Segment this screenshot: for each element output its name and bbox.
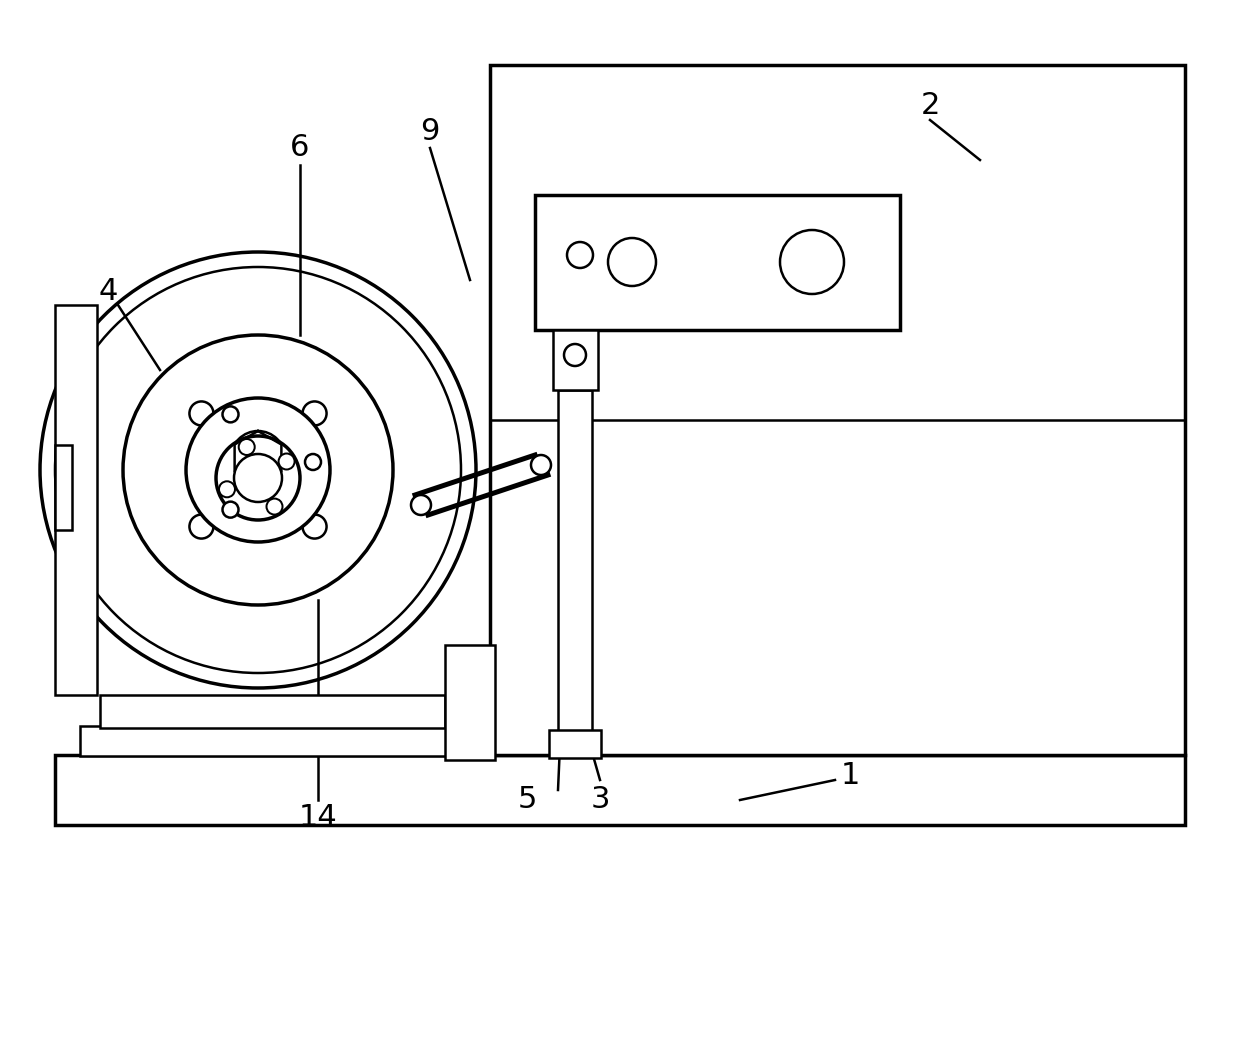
- Bar: [55, 305, 97, 695]
- Circle shape: [234, 454, 281, 502]
- Circle shape: [219, 481, 236, 498]
- Text: 5: 5: [517, 786, 537, 814]
- Circle shape: [190, 402, 213, 426]
- Circle shape: [279, 454, 295, 469]
- Circle shape: [222, 502, 238, 517]
- Circle shape: [303, 402, 326, 426]
- Circle shape: [531, 455, 551, 475]
- Bar: [100, 695, 445, 728]
- Bar: [445, 645, 495, 760]
- Circle shape: [567, 242, 593, 268]
- Bar: [558, 390, 591, 740]
- Circle shape: [410, 496, 432, 515]
- Circle shape: [303, 514, 326, 538]
- Circle shape: [564, 344, 587, 366]
- Circle shape: [231, 431, 285, 485]
- Circle shape: [55, 266, 461, 672]
- Circle shape: [40, 252, 476, 688]
- Circle shape: [780, 230, 844, 294]
- Text: 1: 1: [841, 761, 859, 789]
- Bar: [55, 755, 1185, 826]
- Circle shape: [305, 454, 321, 469]
- Text: 14: 14: [299, 804, 337, 833]
- Bar: [490, 65, 1185, 755]
- Bar: [549, 730, 601, 758]
- Circle shape: [608, 238, 656, 286]
- Text: 6: 6: [290, 133, 310, 162]
- Bar: [55, 445, 72, 530]
- Text: 3: 3: [590, 786, 610, 814]
- Text: 4: 4: [98, 278, 118, 306]
- Text: 9: 9: [420, 118, 440, 147]
- Circle shape: [123, 335, 393, 605]
- Circle shape: [190, 514, 213, 538]
- Circle shape: [222, 406, 238, 423]
- Circle shape: [239, 439, 254, 455]
- Circle shape: [267, 499, 283, 514]
- Bar: [81, 726, 465, 756]
- Circle shape: [216, 436, 300, 520]
- Bar: [534, 195, 900, 330]
- Text: 2: 2: [920, 91, 940, 120]
- Bar: [553, 330, 598, 390]
- Circle shape: [186, 398, 330, 542]
